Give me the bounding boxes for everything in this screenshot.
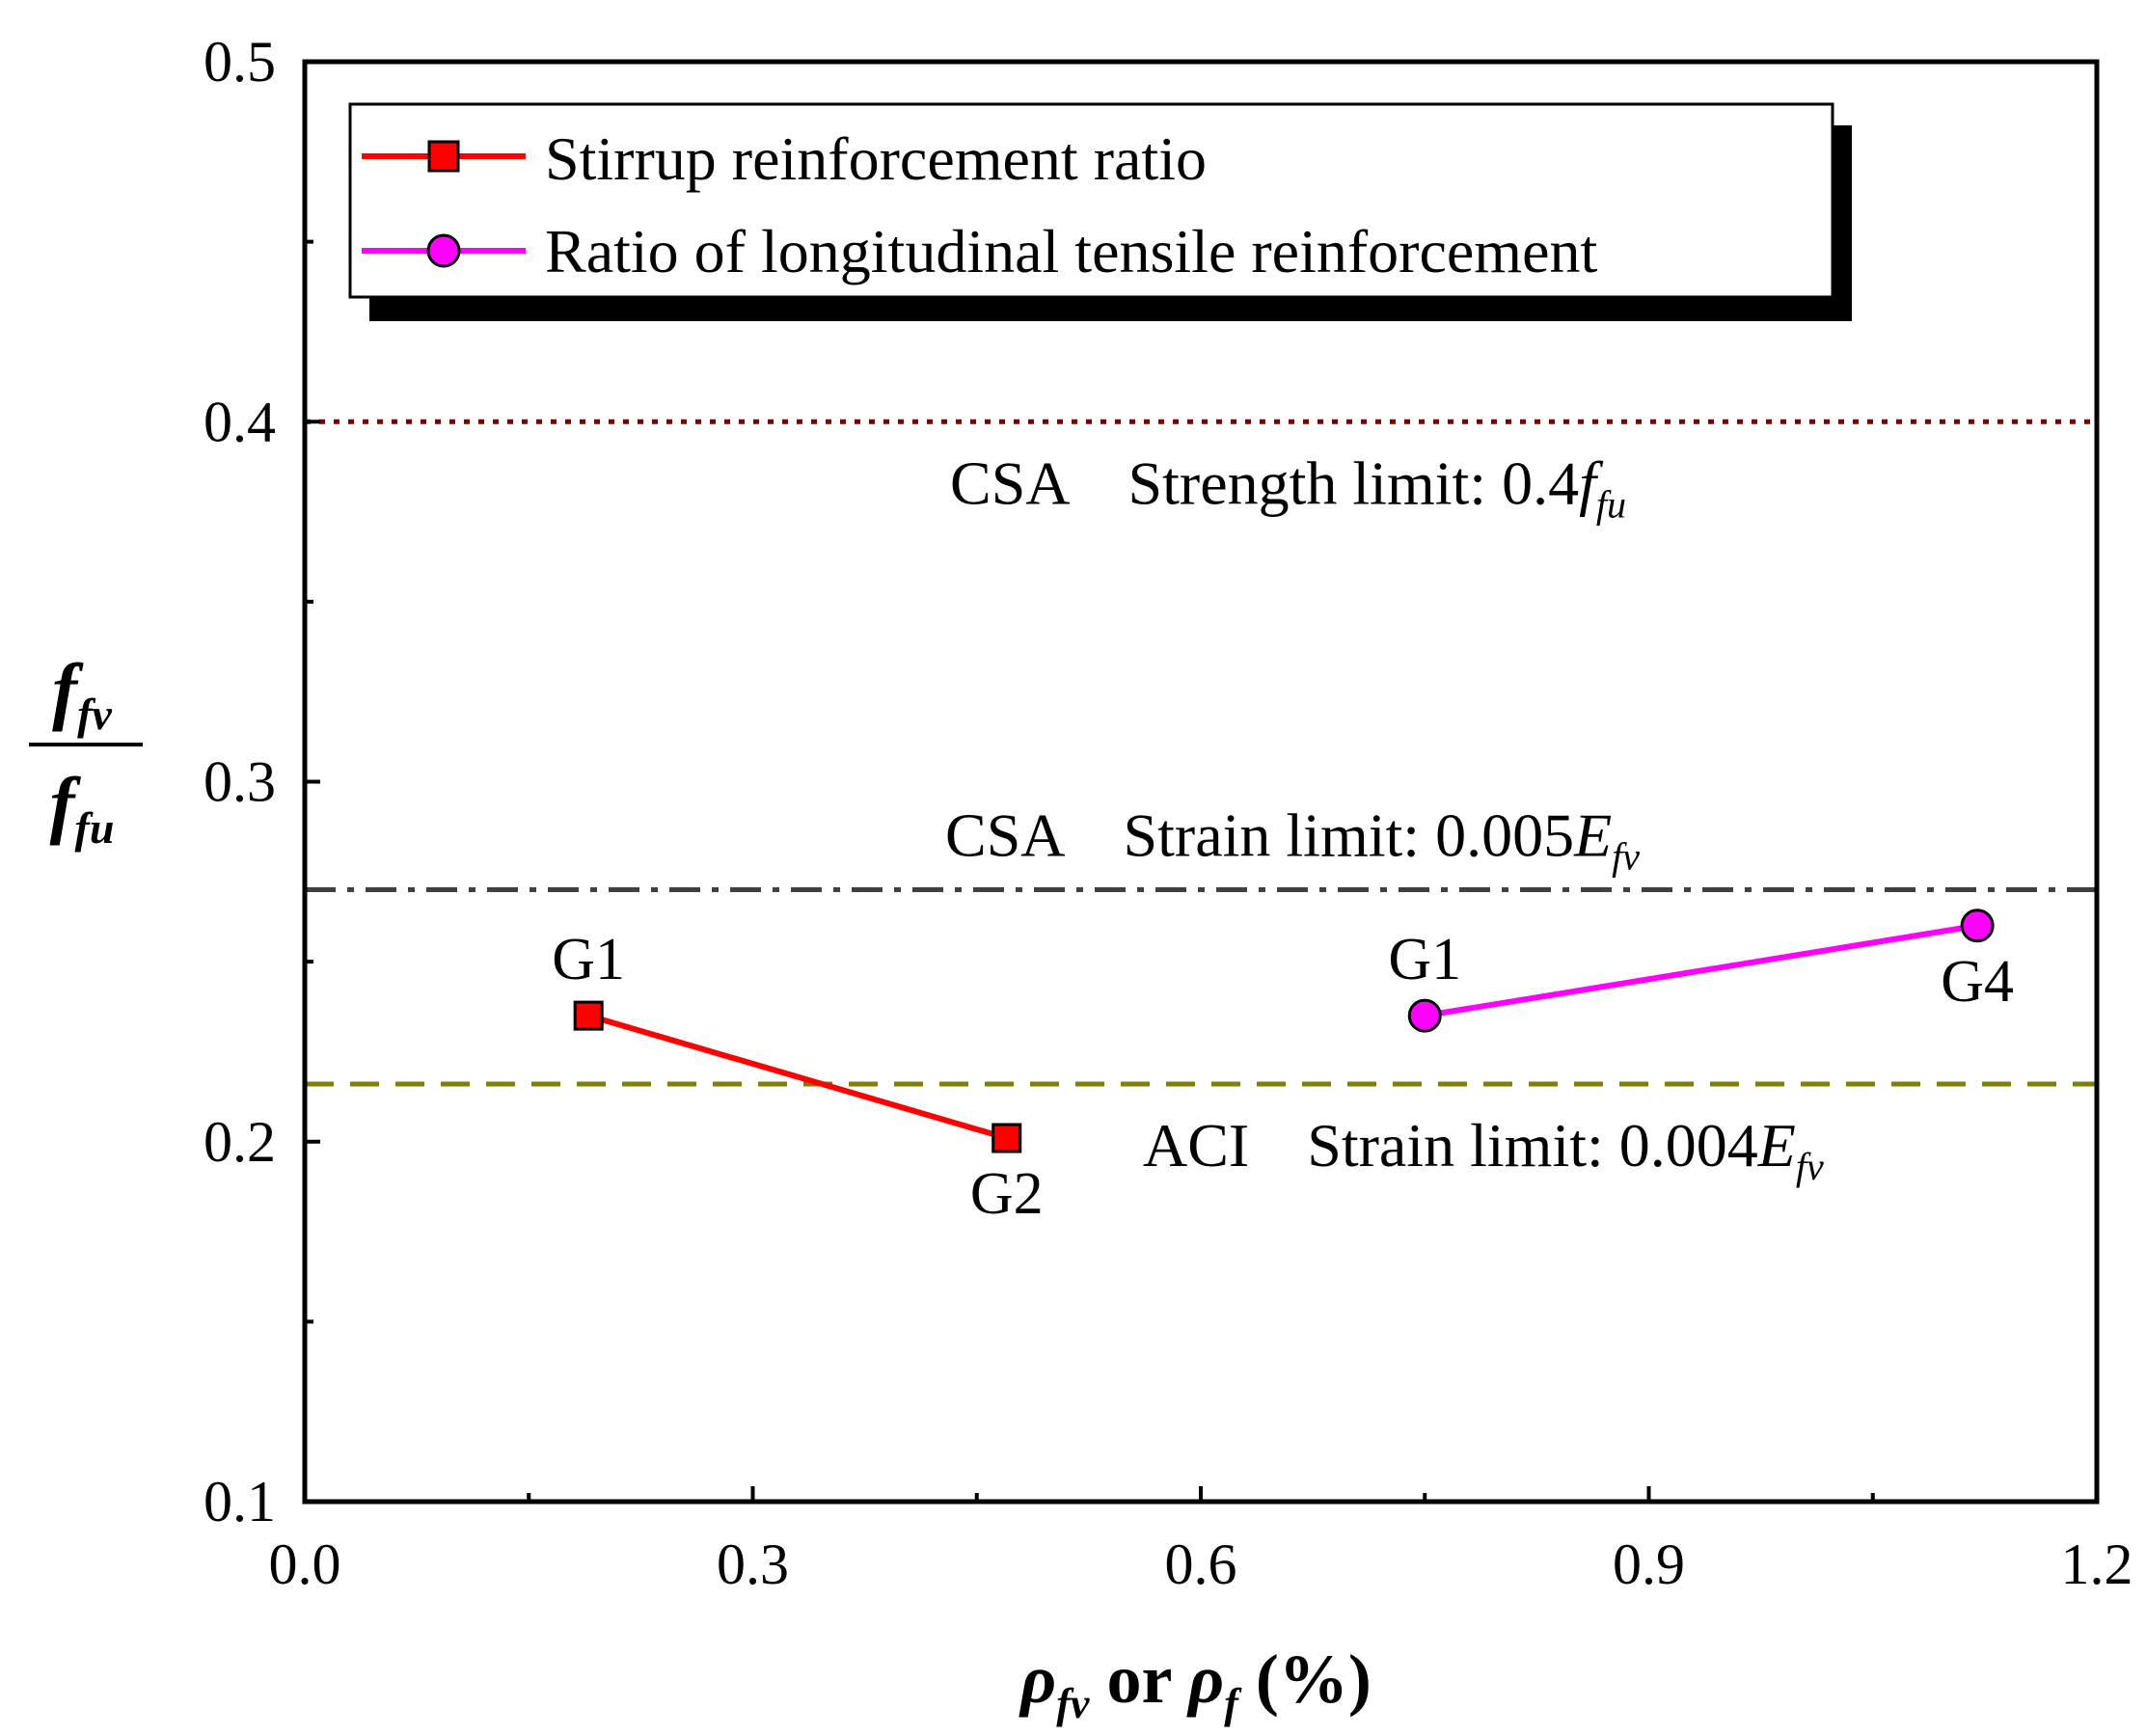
x-tick-label: 0.3 xyxy=(717,1533,789,1596)
x-title-rho2: ρ xyxy=(1186,1641,1224,1718)
axis-ticks: 0.0 0.3 0.6 0.9 1.2 0.1 0.2 0.3 0.4 0.5 xyxy=(204,30,2133,1596)
data-point-label: G4 xyxy=(1941,949,2014,1015)
x-tick-label: 0.6 xyxy=(1165,1533,1237,1596)
data-point-label: G1 xyxy=(1388,927,1461,992)
x-tick-label: 0.0 xyxy=(269,1533,341,1596)
y-title-num-sub: fv xyxy=(77,690,112,739)
y-tick-label: 0.2 xyxy=(204,1110,276,1174)
y-tick-label: 0.4 xyxy=(204,390,276,453)
svg-text:ρfv or ρf (%): ρfv or ρf (%) xyxy=(1019,1641,1372,1727)
legend-label-stirrup: Stirrup reinforcement ratio xyxy=(545,124,1207,193)
y-axis-title: ffv ffu xyxy=(29,648,143,853)
x-tick-label: 0.9 xyxy=(1613,1533,1685,1596)
svg-text:ffu: ffu xyxy=(50,762,115,853)
reference-line-label: CSA Strength limit: 0.4ffu xyxy=(950,448,1626,526)
y-tick-label: 0.3 xyxy=(204,750,276,814)
x-axis-title: ρfv or ρf (%) xyxy=(1019,1641,1372,1727)
x-title-sub2: f xyxy=(1224,1680,1242,1727)
legend-marker-longitudinal xyxy=(426,233,461,268)
reference-lines: CSA Strength limit: 0.4ffu CSA Strain limit… xyxy=(305,419,2097,1188)
series-line xyxy=(1424,922,1978,1019)
series-line xyxy=(587,1013,1008,1141)
data-point xyxy=(573,1000,604,1031)
y-tick-label: 0.1 xyxy=(204,1470,276,1533)
svg-text:ffv: ffv xyxy=(52,648,112,739)
y-tick-label: 0.5 xyxy=(204,30,276,94)
legend-label-longitudinal: Ratio of longitudinal tensile reinforcem… xyxy=(545,217,1597,285)
x-tick-label: 1.2 xyxy=(2061,1533,2133,1596)
series-layer: G1 G2 G1 G4 xyxy=(552,909,2014,1227)
reference-line-label: CSA Strain limit: 0.005Efv xyxy=(945,800,1640,878)
y-title-den-sub: fu xyxy=(75,803,115,853)
legend-marker-stirrup xyxy=(427,140,460,173)
legend-box xyxy=(348,102,1834,299)
data-point-label: G1 xyxy=(552,927,625,992)
reference-line-label: ACI Strain limit: 0.004Efv xyxy=(1143,1111,1824,1188)
x-title-unit: (%) xyxy=(1238,1641,1372,1718)
x-title-mid: or xyxy=(1089,1641,1188,1718)
data-point-label: G2 xyxy=(970,1161,1044,1227)
x-title-rho1: ρ xyxy=(1019,1641,1056,1718)
data-point xyxy=(992,1123,1022,1153)
data-point xyxy=(1960,909,1995,943)
x-title-sub1: fv xyxy=(1056,1680,1090,1727)
data-point xyxy=(1407,998,1442,1033)
legend: Stirrup reinforcement ratio Ratio of lon… xyxy=(348,102,1852,321)
